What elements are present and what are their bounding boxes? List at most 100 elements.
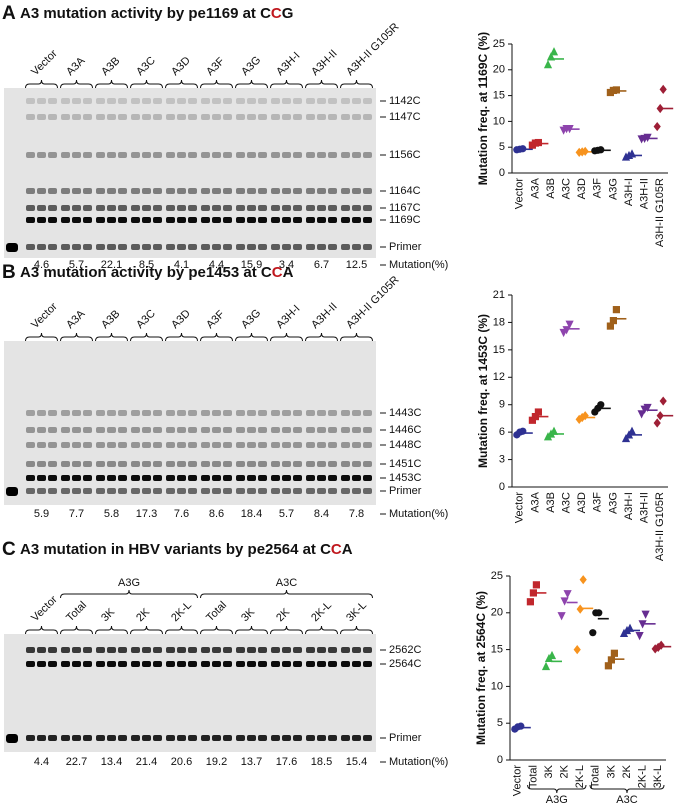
data-point — [549, 426, 559, 435]
gel-band — [352, 647, 361, 653]
gel-band — [271, 661, 280, 667]
lane-label: 2K — [134, 606, 152, 624]
gel-band — [328, 461, 337, 467]
gel-band — [37, 98, 46, 104]
gel-band — [153, 217, 162, 223]
gel-band — [212, 244, 221, 250]
gel-band — [328, 661, 337, 667]
gel-band — [271, 152, 280, 158]
gel-band — [247, 244, 256, 250]
gel-band — [201, 217, 210, 223]
x-tick-label: A3A — [529, 177, 541, 198]
group-brace — [589, 784, 665, 794]
gel-band — [201, 488, 210, 494]
gel-band — [177, 98, 186, 104]
gel-band — [83, 475, 92, 481]
gel-band — [328, 488, 337, 494]
gel-band — [247, 427, 256, 433]
gel-band — [317, 442, 326, 448]
gel-band — [61, 661, 70, 667]
gel-band — [72, 205, 81, 211]
gel-band — [107, 152, 116, 158]
gel-band — [258, 114, 267, 120]
data-point — [651, 644, 659, 654]
gel-band — [201, 114, 210, 120]
gel-band — [37, 735, 46, 741]
gel-band — [247, 152, 256, 158]
gel-band — [153, 188, 162, 194]
data-point — [656, 103, 664, 114]
gel-band — [142, 152, 151, 158]
x-tick-label: Vector — [514, 178, 526, 210]
lane-brace — [95, 332, 128, 342]
data-point — [589, 629, 597, 637]
data-point — [610, 649, 618, 657]
mutation-value: 21.4 — [136, 756, 157, 768]
gel-band — [72, 98, 81, 104]
data-point — [565, 320, 574, 329]
gel-band — [317, 427, 326, 433]
gel-band — [61, 205, 70, 211]
gel-band — [166, 410, 175, 416]
gel-band — [177, 152, 186, 158]
gel-band — [61, 152, 70, 158]
band-label: 2562C — [389, 644, 421, 656]
gel-band — [96, 475, 105, 481]
gel-band — [188, 98, 197, 104]
gel-band — [212, 427, 221, 433]
gel-band — [236, 661, 245, 667]
gel-band — [48, 647, 57, 653]
gel-band — [341, 735, 350, 741]
y-tick-label: 25 — [493, 38, 505, 50]
gel-band — [236, 205, 245, 211]
gel-band — [293, 188, 302, 194]
gel-band — [48, 205, 57, 211]
gel-band — [131, 205, 140, 211]
gel-band — [131, 114, 140, 120]
mutation-value: 8.6 — [209, 508, 224, 520]
gel-band — [293, 152, 302, 158]
gel-band — [352, 488, 361, 494]
gel-band — [61, 244, 70, 250]
lane-label: A3B — [99, 55, 122, 78]
gel-band — [61, 410, 70, 416]
gel-band — [142, 442, 151, 448]
mutation-value: 4.1 — [174, 259, 189, 271]
gel-band — [142, 735, 151, 741]
gel-band — [48, 461, 57, 467]
data-point — [653, 121, 661, 132]
gel-band — [177, 461, 186, 467]
gel-band — [118, 488, 127, 494]
data-point — [579, 575, 587, 585]
gel-band — [201, 244, 210, 250]
gel-band — [37, 410, 46, 416]
gel-band — [352, 661, 361, 667]
y-tick-label: 10 — [493, 115, 505, 127]
gel-band — [306, 647, 315, 653]
gel-band — [72, 188, 81, 194]
gel-band — [306, 114, 315, 120]
gel-band — [247, 114, 256, 120]
gel-band — [341, 461, 350, 467]
gel-band — [131, 244, 140, 250]
x-tick-label: 2K — [621, 764, 633, 778]
lane-brace — [95, 625, 128, 635]
gel-band — [72, 661, 81, 667]
gel-band — [328, 427, 337, 433]
panel-title: A3 mutation in HBV variants by pe2564 at… — [20, 541, 353, 558]
gel-band — [247, 488, 256, 494]
gel-band — [131, 152, 140, 158]
gel-band — [118, 410, 127, 416]
x-tick-label: A3D — [576, 492, 588, 513]
data-point — [595, 609, 603, 617]
band-label: 1142C — [389, 95, 421, 107]
x-tick-label: Vector — [512, 765, 524, 797]
gel-band — [363, 205, 372, 211]
gel-band — [341, 475, 350, 481]
data-point — [609, 317, 617, 325]
gel-band — [142, 461, 151, 467]
lane-brace — [25, 79, 58, 89]
gel-band — [223, 442, 232, 448]
gel-band — [282, 488, 291, 494]
group-brace — [527, 784, 587, 794]
